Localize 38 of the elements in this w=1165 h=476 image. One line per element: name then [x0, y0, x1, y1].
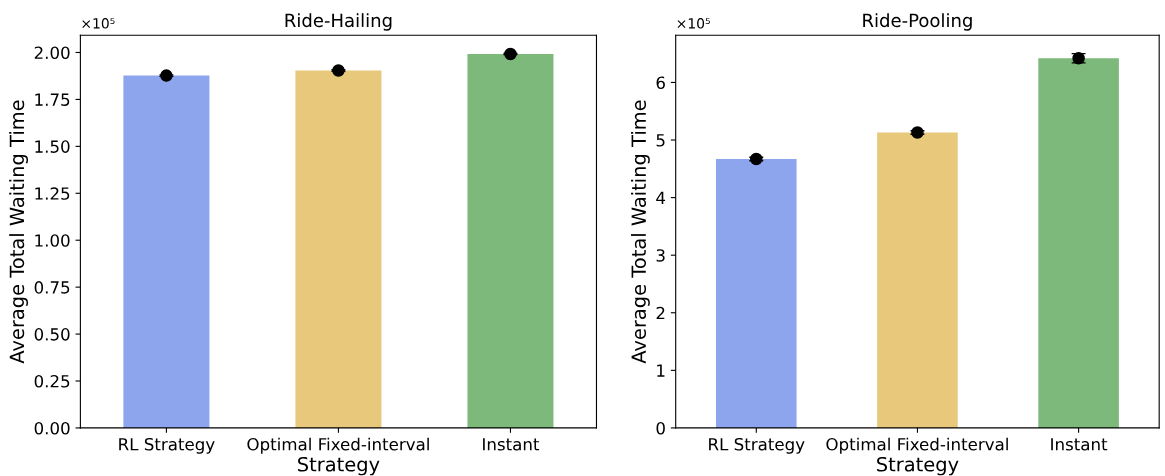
x-tick-label: Optimal Fixed-interval — [826, 437, 1008, 454]
x-tick-label: Instant — [1051, 438, 1108, 451]
chart-title: Ride-Pooling — [863, 13, 972, 31]
x-tick-label: RL Strategy — [709, 437, 805, 454]
x-tick-label: Optimal Fixed-interval — [247, 437, 429, 454]
chart-title: Ride-Hailing — [285, 13, 392, 31]
y-tick-label: 2 — [656, 306, 665, 320]
point — [750, 152, 763, 166]
point — [504, 47, 517, 61]
y-tick-label: 1.00 — [35, 234, 70, 247]
y-tick-label: 1 — [657, 364, 665, 377]
y-axis-title: Average Total Waiting Time — [631, 100, 650, 364]
y-tick-label: 0.75 — [34, 281, 70, 294]
x-axis-title: Strategy — [298, 456, 380, 476]
y-axis-title: Average Total Waiting Time — [9, 100, 28, 364]
y-tick-label: 2.00 — [34, 46, 70, 60]
y-tick-label: 5 — [656, 134, 665, 147]
y-tick-label: 0.50 — [34, 328, 70, 341]
text: ×10⁵ — [82, 18, 115, 29]
y-tick-label: 1.75 — [35, 93, 70, 106]
bar — [877, 132, 958, 428]
y-tick-label: 4 — [656, 191, 666, 204]
y-tick-label: 3 — [656, 249, 665, 262]
y-tick-label: 1.25 — [35, 187, 70, 200]
text: ×10⁵ — [677, 18, 710, 29]
y-tick-label: 1.50 — [35, 140, 70, 153]
x-tick-label: Instant — [483, 438, 540, 451]
bar — [1038, 58, 1119, 428]
x-axis-title: Strategy — [877, 456, 959, 476]
y-tick-label: 6 — [656, 76, 665, 90]
point — [911, 126, 924, 139]
bar — [715, 159, 797, 428]
y-tick-label: 0.00 — [34, 421, 70, 435]
y-tick-label: 0 — [656, 421, 665, 435]
point — [332, 64, 345, 77]
y-tick-label: 0.25 — [34, 374, 70, 388]
x-tick-label: RL Strategy — [119, 437, 215, 454]
point — [160, 69, 173, 82]
